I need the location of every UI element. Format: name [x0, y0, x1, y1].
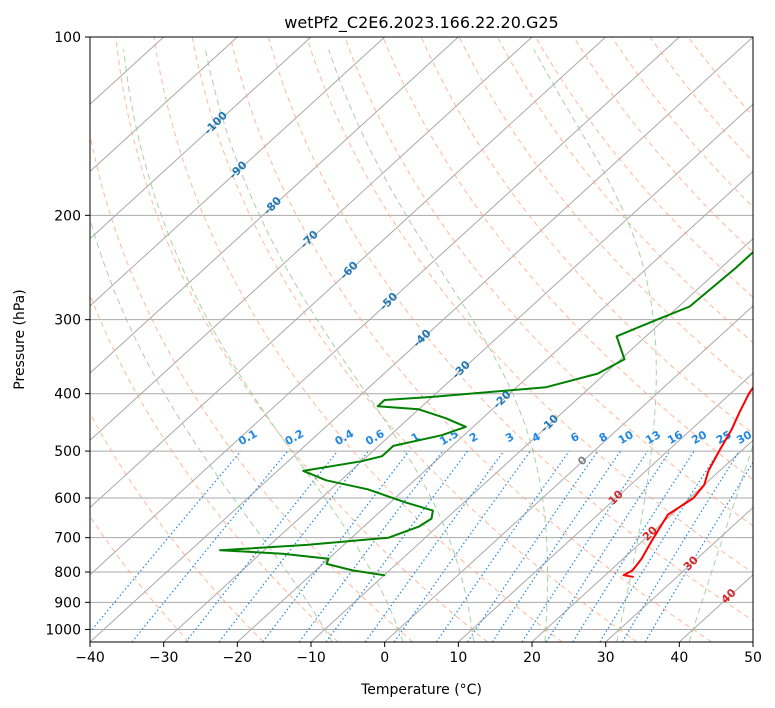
y-tick-label: 300: [54, 313, 81, 329]
y-tick-label: 100: [54, 30, 81, 46]
isotherm-line: [163, 103, 753, 642]
x-tick-label: 40: [670, 650, 688, 666]
dry-adiabat-line: [496, 37, 753, 344]
axes: −40 −30 −20 −10 0 10 20 30 40 50 100 200 300 400 500 60…: [45, 30, 762, 666]
moist-adiabat-line: [123, 49, 404, 642]
isotherm-line: [90, 37, 386, 307]
dry-adiabat-line: [535, 37, 753, 298]
isotherm-line: [90, 37, 459, 374]
mixing-ratio-line: [131, 450, 289, 642]
x-tick-label: 20: [523, 650, 541, 666]
y-axis-label: Pressure (hPa): [12, 289, 28, 389]
isotherm-line: [310, 237, 753, 642]
y-tick-label: 600: [54, 491, 81, 507]
dry-adiabat-line: [268, 37, 753, 622]
mixing-ratio-line: [599, 450, 720, 642]
mixing-ratio-line: [218, 450, 369, 642]
isotherm-line: [90, 37, 680, 576]
x-tick-label: −40: [75, 650, 105, 666]
x-tick-label: −30: [149, 650, 179, 666]
x-tick-label: −10: [296, 650, 326, 666]
isotherm-line: [90, 37, 312, 240]
mixing-ratio-line: [621, 450, 740, 642]
y-tick-label: 1000: [45, 622, 81, 638]
isotherm-line: [90, 37, 238, 173]
dry-adiabat-line: [90, 412, 264, 642]
isotherm-line: [605, 506, 753, 642]
moist-adiabat-line: [688, 444, 753, 642]
mixing-ratio-label: 30: [734, 428, 754, 447]
plot-frame: [89, 36, 754, 643]
profile-series: [219, 250, 753, 578]
y-tick-label: 700: [54, 531, 81, 547]
dry-adiabat-line: [420, 37, 753, 435]
y-tick-label: 200: [54, 208, 81, 224]
dry-adiabat-line: [344, 37, 753, 527]
dry-adiabat-line: [90, 131, 414, 642]
y-tick-label: 400: [54, 387, 81, 403]
mixing-ratio-line: [435, 450, 570, 642]
y-tick-label: 500: [54, 444, 81, 460]
x-tick-label: 0: [380, 650, 389, 666]
mixing-ratio-line: [491, 450, 621, 642]
isotherm-line: [384, 305, 753, 642]
mixing-ratio-line: [298, 450, 444, 642]
y-tick-label: 900: [54, 595, 81, 611]
dry-adiabat-line: [229, 37, 712, 642]
isotherm-line: [90, 37, 607, 509]
isotherm-line: [531, 439, 753, 642]
dry-adiabat-line: [115, 37, 488, 642]
dry-adiabat-line: [382, 37, 753, 481]
dry-adiabat-line: [306, 37, 753, 574]
dry-adiabat-line: [191, 37, 638, 642]
chart-title: wetPf2_C2E6.2023.166.22.20.G25: [284, 13, 558, 33]
mixing-ratio-line: [393, 450, 531, 642]
dry-adiabat-line: [153, 37, 563, 642]
dewpoint-line: [219, 250, 753, 577]
mixing-ratio-line: [90, 450, 242, 634]
moist-adiabat-line: [205, 49, 475, 642]
mixing-ratio-line: [572, 450, 695, 642]
moist-adiabat-line: [328, 49, 549, 642]
x-tick-label: 30: [597, 650, 615, 666]
mixing-ratio-line: [185, 450, 339, 642]
x-tick-label: −20: [223, 650, 253, 666]
y-tick-label: 800: [54, 565, 81, 581]
x-tick-label: 50: [744, 650, 762, 666]
mixing-ratio-line: [262, 450, 410, 642]
isotherm-line: [90, 37, 533, 442]
dry-adiabat-line: [458, 37, 753, 389]
background-lines: [90, 37, 753, 642]
x-axis-label: Temperature (°C): [360, 682, 482, 698]
moist-adiabat-line: [90, 217, 333, 642]
mixing-ratio-line: [644, 461, 753, 642]
temperature-line: [622, 385, 753, 578]
x-tick-label: 10: [449, 650, 467, 666]
isotherm-line: [90, 37, 753, 642]
isotherm-line: [457, 372, 753, 642]
